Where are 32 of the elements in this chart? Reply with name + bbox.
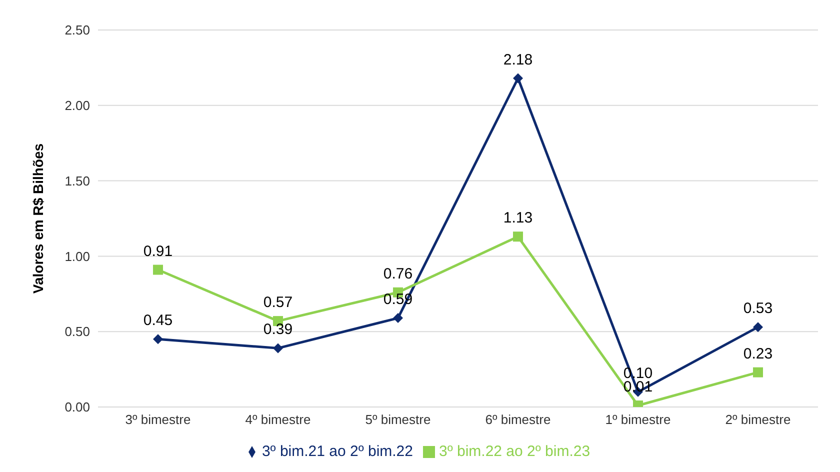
data-label: 0.91 [143,242,173,260]
point [153,264,163,275]
point [513,232,523,242]
data-label: 0.23 [743,345,773,362]
data-label: 0.53 [743,300,773,318]
x-tick-label: 5º bimestre [365,412,431,428]
point [753,367,763,378]
point [753,322,763,332]
data-label: 0.76 [383,265,413,282]
x-tick-label: 1º bimestre [605,412,671,428]
data-label: 1.13 [503,210,533,227]
x-tick-label: 6º bimestre [485,412,551,428]
point [513,73,523,84]
y-tick-label: 2.00 [64,98,90,114]
data-label: 0.45 [143,312,173,330]
point [153,334,163,344]
legend-label: 3º bim.22 ao 2º bim.23 [439,443,590,460]
y-tick-label: 1.00 [64,248,90,264]
y-tick-label: 2.50 [64,22,90,38]
point [273,343,283,354]
data-label: 0.57 [263,294,293,312]
data-label: 2.18 [503,51,533,68]
x-tick-label: 3º bimestre [125,412,191,428]
y-tick-label: 0.00 [64,400,90,415]
point [393,313,403,324]
y-axis-title: Valores em R$ Bilhões [30,143,46,294]
y-tick-label: 0.50 [64,324,90,340]
legend-label: 3º bim.21 ao 2º bim.22 [262,443,413,460]
data-label: 0.39 [263,321,293,338]
y-tick-label: 1.50 [64,173,90,188]
x-tick-label: 4º bimestre [245,412,311,428]
x-tick-label: 2º bimestre [725,412,791,428]
